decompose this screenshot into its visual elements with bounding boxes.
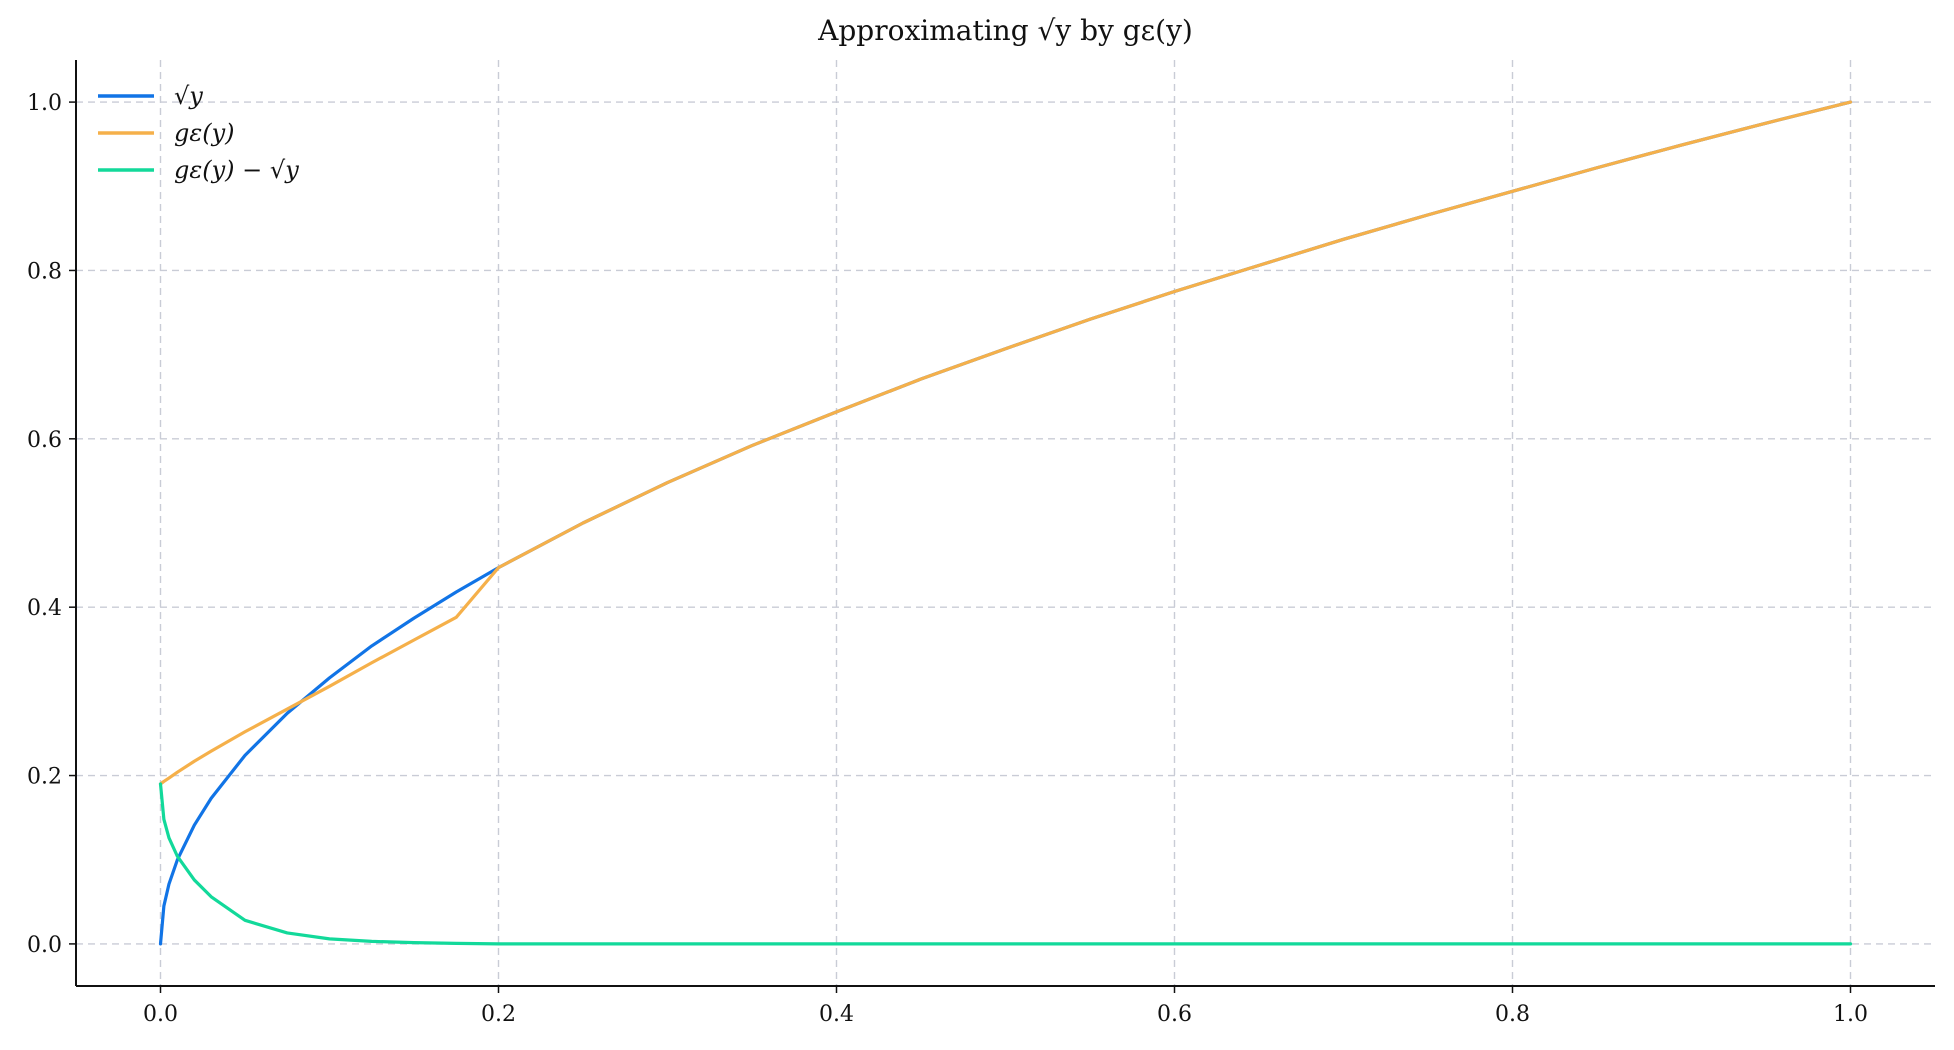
y-tick-label-4: 0.8 xyxy=(27,259,62,284)
legend-label-2: gε(y) − √y xyxy=(174,156,299,184)
series-group xyxy=(158,100,1853,946)
axes xyxy=(75,60,1935,987)
legend-label-1: gε(y) xyxy=(174,119,235,147)
y-tick-label-1: 0.2 xyxy=(27,765,62,790)
series-line-2 xyxy=(158,782,1853,946)
x-tick-label-2: 0.4 xyxy=(819,1002,854,1027)
x-tick-label-5: 1.0 xyxy=(1833,1002,1868,1027)
y-tick-label-0: 0.0 xyxy=(27,933,62,958)
series-line-1 xyxy=(158,100,1853,786)
x-tick-label-4: 0.8 xyxy=(1495,1002,1530,1027)
y-tick-label-3: 0.6 xyxy=(27,428,62,453)
x-tick-label-0: 0.0 xyxy=(143,1002,178,1027)
ticks: 0.0 0.2 0.4 0.6 0.8 1.0 0.0 0.2 0.4 0.6 0.8 1.0 xyxy=(27,91,1868,1027)
chart-title: Approximating √y by gε(y) xyxy=(817,14,1193,47)
x-tick-label-3: 0.6 xyxy=(1157,1002,1192,1027)
legend: √y gε(y) gε(y) − √y xyxy=(98,82,299,184)
grid xyxy=(76,60,1935,986)
y-tick-label-5: 1.0 xyxy=(27,91,62,116)
x-tick-label-1: 0.2 xyxy=(481,1002,516,1027)
y-tick-label-2: 0.4 xyxy=(27,596,62,621)
legend-label-0: √y xyxy=(174,82,203,110)
